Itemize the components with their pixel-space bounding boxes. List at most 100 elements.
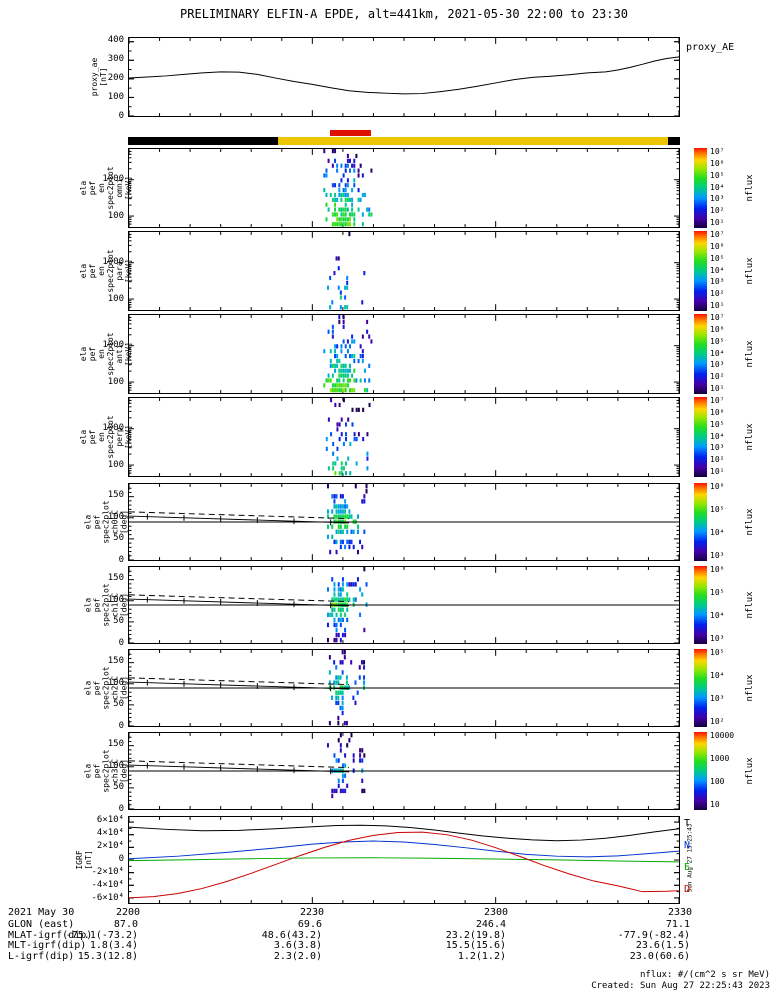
- colorbar-title-en_spec_perp: nflux: [745, 423, 755, 451]
- ytick-pa_spec_ch2-0: 150: [107, 656, 124, 666]
- annotation-value-3-0: 15.3(12.8): [77, 950, 138, 962]
- status-bar-segment-2: [668, 137, 680, 145]
- ytick-pa_spec_ch1-1: 100: [107, 594, 124, 605]
- annotation-row-label-1: MLAT-igrf(dip): [8, 929, 93, 941]
- colorbar-tick-pa_spec_ch3-3: 10: [710, 800, 720, 809]
- legend-igrf-T: T: [684, 818, 691, 829]
- annotation-value-0-1: 69.6: [297, 919, 322, 930]
- colorbar-tick-en_spec_omni-0: 10⁷: [710, 147, 725, 156]
- panel-pa_spec_ch1: [128, 566, 680, 644]
- axis-label-pa_spec_ch3: ela pef spec2plot ch3LC [deg]: [83, 749, 129, 793]
- status-bar-segment-1: [278, 137, 669, 145]
- ytick-proxy_ae-1: 300: [107, 53, 124, 64]
- annotation-value-3-3: 23.0(60.6): [629, 950, 690, 962]
- ytick-en_spec_anti-1: 100: [107, 376, 124, 387]
- legend-igrf-E: E: [684, 862, 691, 873]
- colorbar-title-pa_spec_ch0: nflux: [745, 508, 755, 536]
- status-bar-red-marker: [330, 130, 371, 136]
- panel-en_spec_omni: [128, 148, 680, 228]
- colorbar-tick-en_spec_anti-2: 10⁵: [710, 336, 725, 346]
- panel-igrf: [128, 816, 680, 904]
- colorbar-tick-en_spec_anti-1: 10⁶: [710, 324, 725, 334]
- colorbar-tick-en_spec_anti-5: 10²: [710, 372, 725, 382]
- colorbar-tick-en_spec_perp-2: 10⁵: [710, 419, 725, 429]
- annotation-value-2-3: 23.6(1.5): [635, 940, 690, 951]
- colorbar-tick-pa_spec_ch1-3: 10³: [710, 634, 725, 643]
- colorbar-tick-en_spec_perp-3: 10⁴: [710, 431, 725, 441]
- ytick-pa_spec_ch1-0: 150: [107, 573, 124, 583]
- colorbar-tick-pa_spec_ch1-0: 10⁶: [710, 565, 725, 574]
- ytick-proxy_ae-2: 200: [107, 72, 124, 83]
- colorbar-tick-en_spec_omni-3: 10⁴: [710, 182, 725, 192]
- colorbar-tick-en_spec_perp-1: 10⁶: [710, 407, 725, 417]
- colorbar-title-pa_spec_ch1: nflux: [745, 591, 755, 619]
- axis-label-pa_spec_ch0: ela pef spec2plot ch0LC [deg]: [83, 500, 129, 544]
- colorbar-tick-en_spec_perp-6: 10¹: [710, 467, 725, 476]
- colorbar-tick-en_spec_omni-4: 10³: [710, 194, 725, 204]
- axis-label-pa_spec_ch1: ela pef spec2plot ch1LC [deg]: [83, 583, 129, 627]
- ytick-pa_spec_ch1-3: 0: [118, 638, 124, 648]
- colorbar-pa_spec_ch1: [694, 566, 707, 644]
- colorbar-title-pa_spec_ch3: nflux: [745, 757, 755, 785]
- colorbar-tick-en_spec_anti-0: 10⁷: [710, 313, 725, 322]
- annotation-row-label-2: MLT-igrf(dip): [8, 940, 87, 951]
- ytick-en_spec_para-0: 1000: [102, 256, 124, 267]
- colorbar-en_spec_para: [694, 231, 707, 311]
- colorbar-tick-pa_spec_ch2-2: 10³: [710, 694, 725, 703]
- ytick-igrf-4: -2×10⁴: [91, 866, 124, 877]
- page-title: PRELIMINARY ELFIN-A EPDE, alt=441km, 202…: [180, 7, 628, 21]
- axis-label-en_spec_para: ela pef en spec2plot para [keV]: [79, 249, 133, 293]
- x-axis-date-label: 2021 May 30: [8, 907, 75, 918]
- ytick-en_spec_omni-1: 100: [107, 210, 124, 221]
- colorbar-tick-pa_spec_ch1-1: 10⁵: [710, 588, 725, 597]
- colorbar-tick-en_spec_para-2: 10⁵: [710, 253, 725, 263]
- ytick-igrf-0: 6×10⁴: [96, 815, 124, 826]
- ytick-en_spec_para-1: 100: [107, 293, 124, 304]
- x-axis-tick-label-2300: 2300: [483, 907, 509, 918]
- colorbar-pa_spec_ch0: [694, 483, 707, 561]
- colorbar-tick-en_spec_para-6: 10¹: [710, 301, 725, 310]
- right-label-proxy_ae: proxy_AE: [686, 42, 735, 53]
- axis-label-en_spec_omni: ela pef en spec2plot omni [keV]: [79, 166, 133, 210]
- ytick-pa_spec_ch0-2: 50: [113, 533, 124, 544]
- colorbar-tick-en_spec_perp-5: 10²: [710, 455, 725, 465]
- colorbar-tick-en_spec_omni-6: 10¹: [710, 218, 725, 227]
- colorbar-tick-en_spec_para-1: 10⁶: [710, 241, 725, 251]
- panel-en_spec_perp: [128, 397, 680, 477]
- panel-pa_spec_ch3: [128, 732, 680, 810]
- colorbar-tick-en_spec_omni-1: 10⁶: [710, 158, 725, 168]
- colorbar-tick-en_spec_anti-4: 10³: [710, 360, 725, 370]
- x-axis-tick-label-2200: 2200: [115, 907, 141, 918]
- colorbar-tick-en_spec_para-5: 10²: [710, 289, 725, 299]
- ytick-pa_spec_ch0-0: 150: [107, 490, 124, 500]
- colorbar-en_spec_omni: [694, 148, 707, 228]
- annotation-row-label-3: L-igrf(dip): [8, 950, 75, 962]
- legend-igrf-D: D: [684, 884, 691, 895]
- axis-label-pa_spec_ch2: ela pef spec2plot ch2LC [deg]: [83, 666, 129, 710]
- ytick-en_spec_omni-0: 1000: [102, 173, 124, 184]
- ytick-igrf-5: -4×10⁴: [91, 879, 124, 890]
- panel-pa_spec_ch2: [128, 649, 680, 727]
- axis-label-en_spec_anti: ela pef en spec2plot anti [keV]: [79, 332, 133, 376]
- colorbar-tick-en_spec_para-0: 10⁷: [710, 230, 725, 239]
- ytick-igrf-3: 0: [118, 854, 124, 864]
- colorbar-tick-pa_spec_ch2-3: 10²: [710, 717, 725, 726]
- ytick-pa_spec_ch3-3: 0: [118, 804, 124, 814]
- colorbar-tick-pa_spec_ch1-2: 10⁴: [710, 611, 725, 620]
- ytick-en_spec_perp-0: 1000: [102, 422, 124, 433]
- ytick-en_spec_anti-0: 1000: [102, 339, 124, 350]
- ytick-pa_spec_ch2-3: 0: [118, 721, 124, 731]
- status-bar-segment-0: [128, 137, 279, 145]
- nflux-units-note: nflux: #/(cm^2 s sr MeV): [639, 970, 770, 980]
- ytick-pa_spec_ch0-3: 0: [118, 555, 124, 565]
- colorbar-tick-en_spec_para-4: 10³: [710, 277, 725, 287]
- annotation-value-0-3: 71.1: [665, 919, 690, 930]
- colorbar-title-pa_spec_ch2: nflux: [745, 674, 755, 702]
- ytick-proxy_ae-4: 0: [118, 111, 124, 121]
- colorbar-tick-en_spec_omni-2: 10⁵: [710, 170, 725, 180]
- axis-label-en_spec_perp: ela pef en spec2plot perp [keV]: [79, 415, 133, 459]
- colorbar-title-en_spec_para: nflux: [745, 257, 755, 285]
- ytick-pa_spec_ch0-1: 100: [107, 511, 124, 522]
- colorbar-en_spec_anti: [694, 314, 707, 394]
- colorbar-tick-pa_spec_ch0-1: 10⁵: [710, 505, 725, 514]
